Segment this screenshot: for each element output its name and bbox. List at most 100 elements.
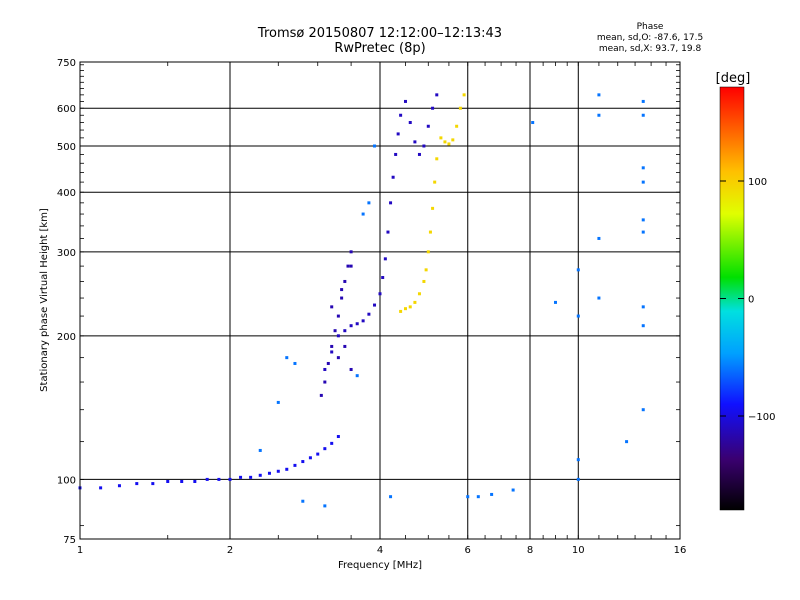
scatter-point <box>323 367 327 371</box>
scatter-point <box>373 144 377 148</box>
chart-title: Tromsø 20150807 12:12:00–12:13:43 <box>257 26 503 41</box>
scatter-point <box>641 305 645 309</box>
y-tick-label: 200 <box>57 332 76 343</box>
scatter-point <box>597 113 601 117</box>
scatter-point <box>99 486 103 490</box>
scatter-point <box>330 350 334 354</box>
scatter-point <box>413 140 417 144</box>
scatter-point <box>431 106 435 110</box>
scatter-point <box>641 324 645 328</box>
scatter-point <box>319 393 323 397</box>
y-axis-label: Stationary phase Virtual Height [km] <box>39 208 50 392</box>
scatter-point <box>330 344 334 348</box>
scatter-point <box>117 484 121 488</box>
scatter-point <box>330 441 334 445</box>
scatter-point <box>422 144 426 148</box>
y-tick-label: 400 <box>57 188 76 199</box>
x-tick-label: 2 <box>227 545 233 556</box>
scatter-point <box>258 473 262 477</box>
scatter-point <box>340 296 344 300</box>
scatter-point <box>166 479 170 483</box>
phase-o-stats: mean, sd,O: -87.6, 17.5 <box>596 33 704 43</box>
scatter-point <box>336 334 340 338</box>
scatter-point <box>349 324 353 328</box>
scatter-point <box>431 206 435 210</box>
scatter-point <box>361 319 365 323</box>
scatter-point <box>447 142 451 146</box>
x-tick-label: 10 <box>572 545 585 556</box>
x-tick-label: 16 <box>674 545 687 556</box>
scatter-point <box>641 99 645 103</box>
scatter-point <box>336 314 340 318</box>
scatter-point <box>285 356 289 360</box>
scatter-point <box>378 292 382 296</box>
scatter-point <box>151 482 155 486</box>
scatter-point <box>349 264 353 268</box>
scatter-point <box>462 93 466 97</box>
y-tick-label: 500 <box>57 142 76 153</box>
scatter-point <box>403 307 407 311</box>
scatter-point <box>476 495 480 499</box>
scatter-point <box>511 488 515 492</box>
scatter-point <box>361 212 365 216</box>
scatter-point <box>403 99 407 103</box>
scatter-point <box>641 113 645 117</box>
scatter-point <box>258 448 262 452</box>
scatter-point <box>458 106 462 110</box>
scatter-point <box>490 492 494 496</box>
scatter-point <box>394 152 398 156</box>
scatter-point <box>576 458 580 462</box>
scatter-point <box>386 230 390 234</box>
scatter-point <box>426 250 430 254</box>
scatter-point <box>267 471 271 475</box>
scatter-point <box>399 113 403 117</box>
scatter-point <box>641 218 645 222</box>
scatter-point <box>249 475 253 479</box>
scatter-point <box>301 499 305 503</box>
y-tick-label: 750 <box>57 58 76 69</box>
scatter-point <box>330 305 334 309</box>
scatter-point <box>417 292 421 296</box>
scatter-point <box>340 288 344 292</box>
scatter-point <box>301 460 305 464</box>
colorbar-label: [deg] <box>716 71 751 86</box>
x-tick-label: 6 <box>465 545 471 556</box>
scatter-point <box>336 435 340 439</box>
scatter-point <box>597 93 601 97</box>
scatter-point <box>383 257 387 261</box>
scatter-point <box>641 230 645 234</box>
scatter-point <box>180 479 184 483</box>
scatter-point <box>343 344 347 348</box>
scatter-point <box>625 440 629 444</box>
scatter-point <box>276 469 280 473</box>
colorbar-tick-label: 100 <box>748 177 767 188</box>
scatter-point <box>576 314 580 318</box>
x-tick-label: 4 <box>377 545 383 556</box>
scatter-point <box>455 124 459 128</box>
scatter-point <box>349 250 353 254</box>
scatter-point <box>408 305 412 309</box>
scatter-point <box>597 236 601 240</box>
scatter-point <box>343 329 347 333</box>
scatter-point <box>349 367 353 371</box>
scatter-point <box>293 361 297 365</box>
scatter-point <box>193 479 197 483</box>
colorbar-tick-label: 0 <box>748 295 754 306</box>
scatter-point <box>239 475 243 479</box>
scatter-point <box>373 303 377 307</box>
scatter-point <box>205 477 209 481</box>
scatter-point <box>428 230 432 234</box>
scatter-point <box>641 408 645 412</box>
scatter-point <box>367 312 371 316</box>
scatter-point <box>346 264 350 268</box>
scatter-point <box>336 356 340 360</box>
scatter-point <box>576 268 580 272</box>
x-tick-label: 1 <box>77 545 83 556</box>
scatter-point <box>389 495 393 499</box>
x-axis-label: Frequency [MHz] <box>338 560 422 571</box>
scatter-point <box>217 477 221 481</box>
scatter-point <box>323 380 327 384</box>
scatter-point <box>426 124 430 128</box>
